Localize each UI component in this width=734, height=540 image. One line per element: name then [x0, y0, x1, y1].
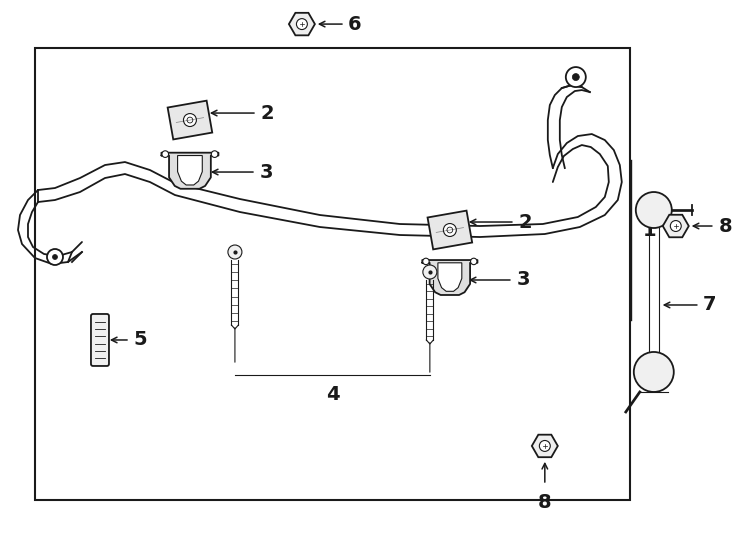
Text: 2: 2 [519, 213, 532, 232]
Polygon shape [167, 100, 212, 139]
Text: 4: 4 [326, 386, 339, 404]
Circle shape [47, 249, 63, 265]
Circle shape [162, 151, 169, 158]
Text: 7: 7 [702, 295, 716, 314]
Circle shape [297, 18, 308, 30]
Circle shape [573, 73, 579, 80]
Circle shape [470, 258, 477, 265]
Circle shape [184, 113, 197, 126]
Text: 3: 3 [517, 271, 531, 289]
Circle shape [53, 254, 57, 260]
Circle shape [539, 441, 550, 451]
Circle shape [443, 224, 457, 237]
Circle shape [228, 245, 242, 259]
Polygon shape [38, 134, 622, 237]
Circle shape [633, 352, 674, 392]
Circle shape [636, 192, 672, 228]
Polygon shape [438, 263, 462, 291]
Circle shape [211, 151, 218, 158]
Polygon shape [178, 156, 203, 185]
Text: 3: 3 [260, 163, 273, 181]
Polygon shape [663, 215, 688, 237]
Polygon shape [427, 211, 472, 249]
Circle shape [423, 258, 429, 265]
Text: 1: 1 [643, 220, 656, 240]
Polygon shape [289, 13, 315, 35]
Text: 6: 6 [348, 15, 362, 33]
Circle shape [423, 265, 437, 279]
Circle shape [670, 220, 681, 232]
Text: 5: 5 [133, 330, 147, 349]
Polygon shape [422, 260, 477, 295]
Text: 8: 8 [719, 217, 733, 235]
Polygon shape [161, 153, 219, 189]
Circle shape [566, 67, 586, 87]
Text: 2: 2 [261, 104, 275, 123]
Text: 8: 8 [538, 493, 552, 512]
Polygon shape [532, 435, 558, 457]
FancyBboxPatch shape [91, 314, 109, 366]
Bar [35, 48, 630, 500]
